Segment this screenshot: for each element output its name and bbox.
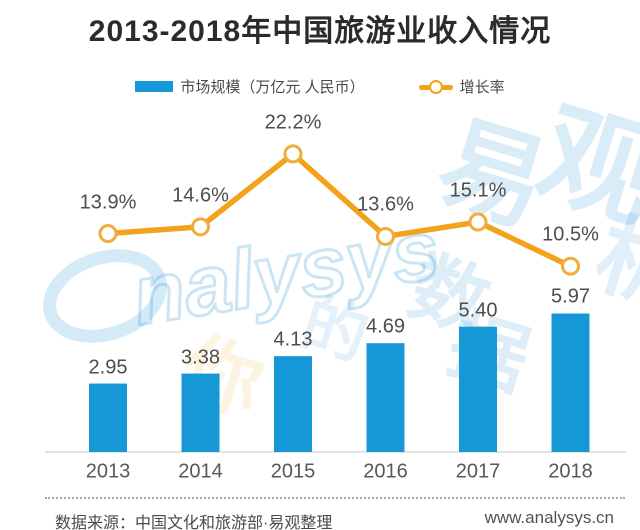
bar-2014 [181,373,220,452]
bar-value-label-2016: 4.69 [366,315,405,338]
bar-value-label-2018: 5.97 [551,285,590,308]
page-title: 2013-2018年中国旅游业收入情况 [88,15,552,48]
bar-value-label-2013: 2.95 [88,356,128,379]
legend-item-market-size: 市场规模（万亿元 人民币） [135,76,365,97]
bar-2016 [366,343,405,452]
bar-value-label-2014: 3.38 [181,346,220,369]
legend-item-growth-rate: 增长率 [418,76,505,97]
growth-rate-label-2014: 14.6% [172,184,229,207]
growth-rate-label-2018: 10.5% [542,223,599,246]
bar-2018 [551,313,590,452]
growth-rate-label-2016: 13.6% [357,193,414,216]
growth-rate-label-2013: 13.9% [79,191,137,214]
x-axis-label-2013: 2013 [85,460,131,483]
bar-value-label-2015: 4.13 [273,328,313,351]
footer-divider [45,497,625,499]
website-link[interactable]: www.analysys.cn [484,508,614,527]
x-axis-label-2017: 2017 [455,460,501,483]
data-source-note: 数据来源：中国文化和旅游部·易观整理 [55,515,333,530]
x-axis-label-2015: 2015 [270,460,316,483]
bar-2013 [89,383,127,452]
growth-rate-label-2017: 15.1% [449,179,507,202]
chart-legend: 市场规模（万亿元 人民币） 增长率 [0,76,640,97]
line-marker-2013 [98,224,118,244]
legend-label-market-size: 市场规模（万亿元 人民币） [180,79,365,96]
line-swatch-marker-icon [428,79,443,94]
x-axis-label-2016: 2016 [363,460,408,483]
line-marker-2018 [561,256,580,276]
bar-value-label-2017: 5.40 [458,299,498,322]
growth-rate-line [105,151,574,269]
x-axis-label-2014: 2014 [178,460,223,483]
line-marker-2017 [468,212,488,232]
bar-series-swatch [135,81,174,92]
bar-2015 [274,356,312,452]
line-series-swatch [418,79,453,94]
legend-label-growth-rate: 增长率 [459,79,505,96]
growth-rate-label-2015: 22.2% [264,111,322,134]
line-marker-2014 [191,217,210,237]
x-axis-label-2018: 2018 [548,460,593,483]
bar-2017 [459,326,497,452]
line-marker-2016 [376,226,395,246]
line-marker-2015 [283,144,303,164]
